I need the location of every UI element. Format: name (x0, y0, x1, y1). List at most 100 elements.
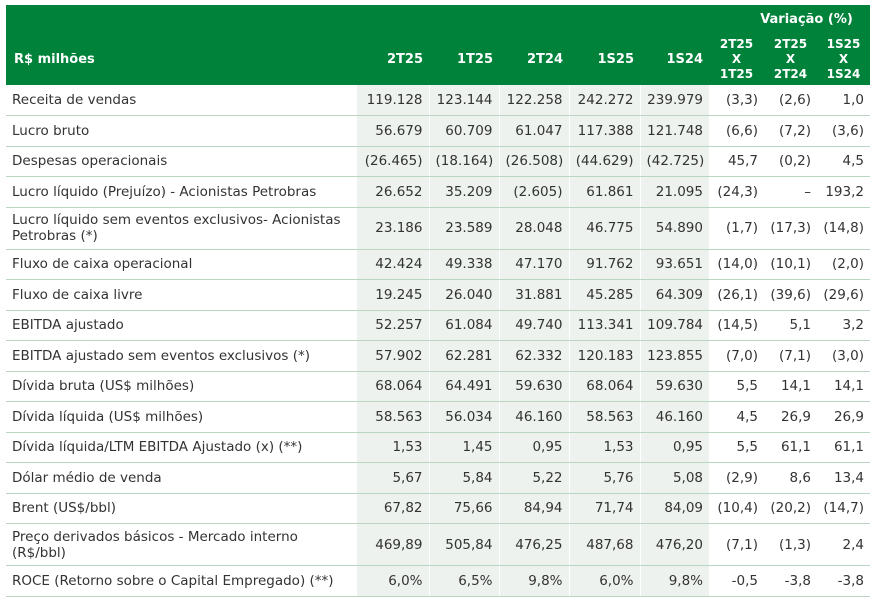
value-cell: 56.679 (355, 115, 429, 147)
variation-cell: -3,8 (764, 565, 817, 597)
variation-cell: (7,1) (709, 523, 764, 566)
variation-header-1s25-1s24: 1S25 X 1S24 (817, 33, 870, 85)
column-header-1s24: 1S24 (640, 33, 709, 85)
row-label: Lucro líquido (Prejuízo) - Acionistas Pe… (6, 176, 356, 208)
variation-cell: 45,7 (709, 146, 764, 177)
value-cell: 84,09 (639, 493, 709, 524)
table-row: EBITDA ajustado 52.257 61.084 49.740 113.341… (6, 310, 870, 341)
variation-cell: (14,8) (817, 207, 870, 250)
table-header: Variação (%) R$ milhões 2T25 1T25 2T24 1… (6, 5, 870, 85)
variation-cell: (2,9) (709, 462, 764, 494)
variation-cell: (24,3) (709, 176, 764, 208)
variation-cell: (17,3) (764, 207, 817, 250)
variation-cell: (2,0) (817, 249, 870, 280)
value-cell: 31.881 (498, 279, 569, 311)
header-row-variation: Variação (%) (6, 5, 870, 33)
variation-header-line1: 1S25 X (826, 36, 861, 66)
value-cell: 242.272 (568, 85, 640, 116)
value-cell: 61.047 (498, 115, 569, 147)
value-cell: 26.040 (428, 279, 499, 311)
table-row: Brent (US$/bbl) 67,82 75,66 84,94 71,74 84,09… (6, 493, 870, 524)
value-cell: (18.164) (428, 146, 499, 177)
financial-summary-table-container: Variação (%) R$ milhões 2T25 1T25 2T24 1… (6, 5, 870, 597)
value-cell: 52.257 (355, 310, 429, 341)
variation-cell: 14,1 (764, 371, 817, 402)
variation-cell: 1,0 (817, 85, 870, 116)
value-cell: 61.084 (428, 310, 499, 341)
value-cell: 5,22 (498, 462, 569, 494)
value-cell: 42.424 (355, 249, 429, 280)
value-cell: 46.160 (498, 401, 569, 433)
value-cell: 59.630 (498, 371, 569, 402)
value-cell: 49.740 (498, 310, 569, 341)
variation-cell: (7,2) (764, 115, 817, 147)
value-cell: 64.309 (639, 279, 709, 311)
variation-cell: (14,5) (709, 310, 764, 341)
table-row: Despesas operacionais (26.465) (18.164) (26… (6, 146, 870, 177)
table-row: Lucro líquido sem eventos exclusivos- Ac… (6, 207, 870, 250)
value-cell: 68.064 (355, 371, 429, 402)
value-cell: 47.170 (498, 249, 569, 280)
value-cell: 28.048 (498, 207, 569, 250)
value-cell: (42.725) (639, 146, 709, 177)
variation-cell: 4,5 (817, 146, 870, 177)
value-cell: 5,84 (428, 462, 499, 494)
variation-header-line1: 2T25 X (719, 36, 754, 66)
value-cell: 62.332 (498, 340, 569, 372)
variation-cell: (39,6) (764, 279, 817, 311)
variation-header-2t25-2t24: 2T25 X 2T24 (764, 33, 817, 85)
value-cell: 1,45 (428, 432, 499, 463)
variation-cell: (29,6) (817, 279, 870, 311)
value-cell: 59.630 (639, 371, 709, 402)
value-cell: 109.784 (639, 310, 709, 341)
column-header-1s25: 1S25 (569, 33, 640, 85)
column-header-2t24: 2T24 (499, 33, 569, 85)
table-row: Dívida bruta (US$ milhões) 68.064 64.491 59… (6, 371, 870, 402)
value-cell: 68.064 (568, 371, 640, 402)
row-label-header: R$ milhões (6, 33, 356, 85)
variation-cell: (10,1) (764, 249, 817, 280)
value-cell: 113.341 (568, 310, 640, 341)
variation-cell: (20,2) (764, 493, 817, 524)
variation-cell: 5,5 (709, 371, 764, 402)
variation-cell: (1,3) (764, 523, 817, 566)
variation-cell: 193,2 (817, 176, 870, 208)
row-label: Dólar médio de venda (6, 462, 356, 494)
value-cell: 5,76 (568, 462, 640, 494)
table-row: Dívida líquida/LTM EBITDA Ajustado (x) (… (6, 432, 870, 463)
header-blank (6, 5, 709, 33)
variation-cell: 8,6 (764, 462, 817, 494)
value-cell: 1,53 (355, 432, 429, 463)
value-cell: (26.465) (355, 146, 429, 177)
value-cell: 23.186 (355, 207, 429, 250)
table-row: Receita de vendas 119.128 123.144 122.258 24… (6, 85, 870, 116)
column-header-1t25: 1T25 (429, 33, 499, 85)
value-cell: 476,25 (498, 523, 569, 566)
variation-cell: (14,7) (817, 493, 870, 524)
row-label: Lucro líquido sem eventos exclusivos- Ac… (6, 207, 356, 250)
value-cell: 239.979 (639, 85, 709, 116)
variation-cell: (0,2) (764, 146, 817, 177)
header-row-columns: R$ milhões 2T25 1T25 2T24 1S25 1S24 2T25… (6, 33, 870, 85)
row-label: Fluxo de caixa operacional (6, 249, 356, 280)
value-cell: 117.388 (568, 115, 640, 147)
value-cell: 67,82 (355, 493, 429, 524)
value-cell: 61.861 (568, 176, 640, 208)
value-cell: 46.160 (639, 401, 709, 433)
value-cell: 505,84 (428, 523, 499, 566)
value-cell: 19.245 (355, 279, 429, 311)
value-cell: 46.775 (568, 207, 640, 250)
value-cell: 5,67 (355, 462, 429, 494)
value-cell: 58.563 (355, 401, 429, 433)
value-cell: 6,5% (428, 565, 499, 597)
table-row: Fluxo de caixa operacional 42.424 49.338 47… (6, 249, 870, 280)
variation-title: Variação (%) (709, 5, 870, 33)
variation-cell: – (764, 176, 817, 208)
table-row: EBITDA ajustado sem eventos exclusivos (… (6, 340, 870, 372)
variation-cell: (3,3) (709, 85, 764, 116)
row-label: Dívida bruta (US$ milhões) (6, 371, 356, 402)
value-cell: 123.855 (639, 340, 709, 372)
value-cell: 1,53 (568, 432, 640, 463)
variation-cell: (14,0) (709, 249, 764, 280)
row-label: ROCE (Retorno sobre o Capital Empregado)… (6, 565, 356, 597)
